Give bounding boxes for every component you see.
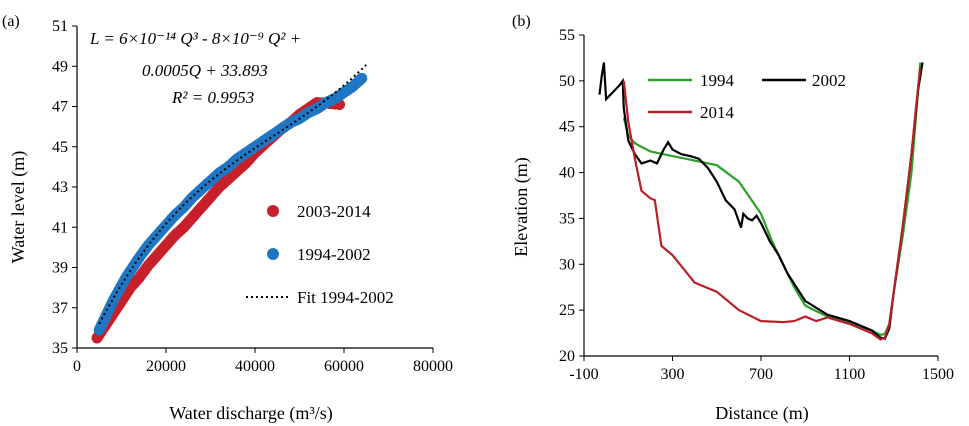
b-y-tick-label: 35 (559, 210, 575, 227)
fit-curve (98, 64, 367, 325)
equation-line-2: 0.0005Q + 33.893 (142, 61, 268, 80)
a-y-tick-label: 45 (52, 139, 68, 156)
a-x-tick-label: 40000 (235, 358, 275, 375)
b-x-tick-label: 1500 (922, 366, 954, 383)
b-x-tick-label: 300 (661, 366, 685, 383)
legend-marker-2003-2014 (267, 205, 279, 217)
b-y-tick-label: 55 (559, 27, 575, 44)
a-x-tick-label: 0 (73, 358, 81, 375)
a-y-tick-label: 51 (52, 18, 68, 35)
a-y-tick-label: 47 (52, 99, 68, 116)
b-y-tick-label: 45 (559, 119, 575, 136)
legend-label-2002: 2002 (812, 71, 846, 90)
b-x-tick-label: 1100 (834, 366, 865, 383)
legend-label-fit: Fit 1994-2002 (297, 288, 394, 307)
a-y-tick-label: 49 (52, 58, 68, 75)
panel-b-ticks: -100 300 700 1100 1500 20 25 30 35 40 45 50 55 (559, 27, 954, 383)
panel-b-label: (b) (512, 13, 531, 30)
legend-label-1994-2002: 1994-2002 (297, 245, 371, 264)
b-x-tick-label: 700 (749, 366, 773, 383)
x-axis-label-a: Water discharge (m³/s) (169, 403, 333, 424)
series-2014-line (622, 66, 922, 341)
series-1994-line (622, 62, 922, 337)
legend-label-2014: 2014 (700, 103, 735, 122)
a-y-tick-label: 35 (52, 340, 68, 357)
series-2002-line (598, 62, 924, 340)
b-x-tick-label: -100 (569, 366, 598, 383)
a-x-tick-label: 20000 (146, 358, 186, 375)
b-y-tick-label: 20 (559, 348, 575, 365)
equation-line-1: L = 6×10⁻¹⁴ Q³ - 8×10⁻⁹ Q² + (89, 29, 301, 48)
panel-a: (a) 0 20000 40000 60000 80000 35 37 39 41 43 45 47 4… (2, 13, 453, 424)
legend-label-1994: 1994 (700, 71, 735, 90)
a-y-tick-label: 41 (52, 219, 68, 236)
b-y-tick-label: 40 (559, 165, 575, 182)
a-y-tick-label: 37 (52, 300, 68, 317)
a-y-tick-label: 39 (52, 260, 68, 277)
b-y-tick-label: 25 (559, 302, 575, 319)
legend-label-2003-2014: 2003-2014 (297, 202, 371, 221)
a-y-tick-label: 43 (52, 179, 68, 196)
legend-b: 1994 2002 2014 (648, 71, 846, 122)
b-y-tick-label: 50 (559, 73, 575, 90)
a-x-tick-label: 60000 (324, 358, 364, 375)
y-axis-label-a: Water level (m) (8, 151, 29, 264)
panel-a-label: (a) (2, 13, 20, 30)
legend-marker-1994-2002 (267, 248, 279, 260)
equation-line-3: R² = 0.9953 (171, 88, 254, 107)
panel-a-ticks: 0 20000 40000 60000 80000 35 37 39 41 43 45 47 49 51 (52, 18, 453, 375)
x-axis-label-b: Distance (m) (715, 403, 808, 424)
panel-b: (b) -100 300 700 1100 1500 20 25 30 35 40 45 50 55 1… (511, 13, 954, 424)
legend-a: 2003-2014 1994-2002 Fit 1994-2002 (246, 202, 394, 307)
a-x-tick-label: 80000 (413, 358, 453, 375)
y-axis-label-b: Elevation (m) (511, 157, 532, 256)
b-y-tick-label: 30 (559, 256, 575, 273)
point-1994-2002 (356, 72, 368, 84)
